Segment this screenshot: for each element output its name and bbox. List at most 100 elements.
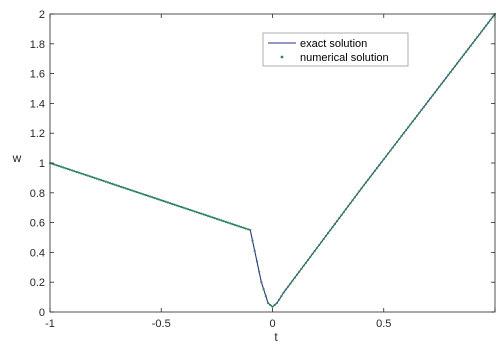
y-tick-label: 1.6 (30, 69, 45, 81)
series-point-numerical-solution (95, 177, 98, 180)
series-point-numerical-solution (302, 264, 305, 267)
series-point-numerical-solution (478, 33, 481, 36)
series-point-numerical-solution (126, 187, 129, 191)
series-point-numerical-solution (197, 211, 201, 215)
series-point-numerical-solution (411, 120, 414, 123)
legend-label-exact: exact solution (300, 38, 367, 50)
series-point-numerical-solution (318, 243, 321, 247)
series-point-numerical-solution (487, 21, 490, 24)
series-point-numerical-solution (404, 129, 408, 132)
series-point-numerical-solution (462, 53, 465, 56)
series-point-numerical-solution (278, 298, 281, 301)
series-point-numerical-solution (398, 137, 401, 141)
series-point-numerical-solution (396, 140, 399, 143)
x-tick-label: 0.5 (376, 318, 391, 330)
series-point-numerical-solution (291, 279, 294, 282)
series-point-numerical-solution (209, 215, 212, 218)
series-point-numerical-solution (298, 270, 301, 273)
series-point-numerical-solution (238, 225, 241, 228)
series-point-numerical-solution (195, 211, 198, 214)
series-point-numerical-solution (360, 187, 363, 190)
x-axis-label: t (274, 330, 278, 344)
series-point-numerical-solution (418, 111, 421, 114)
series-point-numerical-solution (342, 211, 345, 214)
series-point-numerical-solution (86, 174, 89, 177)
legend-box (262, 32, 409, 67)
series-point-numerical-solution (476, 36, 479, 39)
series-point-numerical-solution (146, 194, 149, 197)
y-tick-label: 1.2 (30, 128, 45, 140)
series-point-numerical-solution (320, 240, 323, 244)
series-point-numerical-solution (133, 190, 136, 193)
series-point-numerical-solution (353, 196, 356, 199)
series-point-numerical-solution (55, 164, 58, 167)
series-point-numerical-solution (338, 217, 341, 220)
series-point-numerical-solution (400, 134, 403, 138)
series-point-numerical-solution (485, 24, 488, 27)
series-point-numerical-solution (464, 50, 468, 53)
y-tick-label: 1.4 (30, 98, 45, 110)
series-point-numerical-solution (104, 180, 107, 183)
series-point-numerical-solution (344, 208, 348, 211)
series-point-numerical-solution (53, 163, 56, 166)
series-point-numerical-solution (171, 202, 174, 206)
series-point-numerical-solution (111, 182, 114, 185)
series-point-numerical-solution (402, 132, 405, 135)
series-point-numerical-solution (120, 185, 123, 188)
series-layer (48, 12, 496, 308)
series-point-numerical-solution (255, 260, 259, 263)
series-point-numerical-solution (313, 249, 316, 253)
series-point-numerical-solution (362, 184, 365, 187)
series-point-numerical-solution (407, 126, 410, 129)
series-point-numerical-solution (269, 303, 272, 307)
series-point-numerical-solution (204, 214, 207, 217)
series-point-numerical-solution (144, 193, 147, 197)
series-point-numerical-solution (71, 169, 74, 172)
series-point-numerical-solution (258, 270, 261, 273)
series-point-numerical-solution (482, 27, 485, 30)
series-point-numerical-solution (189, 208, 192, 212)
legend-label-numerical: numerical solution (300, 52, 389, 64)
legend-dot-marker (280, 55, 284, 59)
series-point-numerical-solution (289, 282, 292, 285)
series-point-numerical-solution (416, 114, 419, 117)
x-tick-label: 0 (269, 318, 275, 330)
legend: exact solution numerical solution (262, 32, 409, 67)
series-point-numerical-solution (456, 62, 459, 65)
series-point-numerical-solution (264, 295, 267, 298)
series-point-numerical-solution (177, 205, 181, 208)
ticks-layer: -1 -0.5 0 0.5 0 0.2 0.4 0.6 0.8 1 1.2 1.4 1.6 1.8 2 (30, 9, 496, 330)
series-point-numerical-solution (57, 164, 61, 168)
series-point-numerical-solution (100, 179, 103, 182)
y-tick-label: 0.8 (30, 188, 45, 200)
series-point-numerical-solution (286, 285, 290, 288)
series-point-numerical-solution (142, 193, 145, 196)
series-point-numerical-solution (193, 210, 196, 213)
series-point-numerical-solution (155, 197, 158, 200)
series-point-numerical-solution (233, 223, 236, 226)
series-point-numerical-solution (271, 305, 274, 308)
series-point-numerical-solution (451, 68, 454, 71)
y-tick-label: 0 (39, 307, 45, 319)
series-point-numerical-solution (266, 301, 270, 305)
series-point-numerical-solution (440, 82, 443, 85)
series-point-numerical-solution (453, 65, 457, 68)
series-point-numerical-solution (424, 102, 428, 106)
series-point-numerical-solution (97, 178, 101, 181)
series-point-numerical-solution (102, 179, 105, 182)
series-point-numerical-solution (262, 288, 265, 291)
series-point-numerical-solution (226, 221, 230, 224)
series-point-numerical-solution (231, 222, 234, 226)
series-point-numerical-solution (458, 59, 461, 62)
series-point-numerical-solution (364, 181, 368, 184)
y-tick-label: 0.4 (30, 247, 45, 259)
series-point-numerical-solution (182, 206, 185, 209)
series-point-numerical-solution (108, 182, 112, 185)
series-point-numerical-solution (284, 288, 287, 291)
series-point-numerical-solution (469, 44, 472, 48)
series-point-numerical-solution (460, 56, 463, 59)
series-point-numerical-solution (206, 214, 210, 217)
series-point-numerical-solution (433, 91, 437, 94)
series-point-numerical-solution (384, 155, 388, 158)
series-point-numerical-solution (369, 175, 372, 178)
